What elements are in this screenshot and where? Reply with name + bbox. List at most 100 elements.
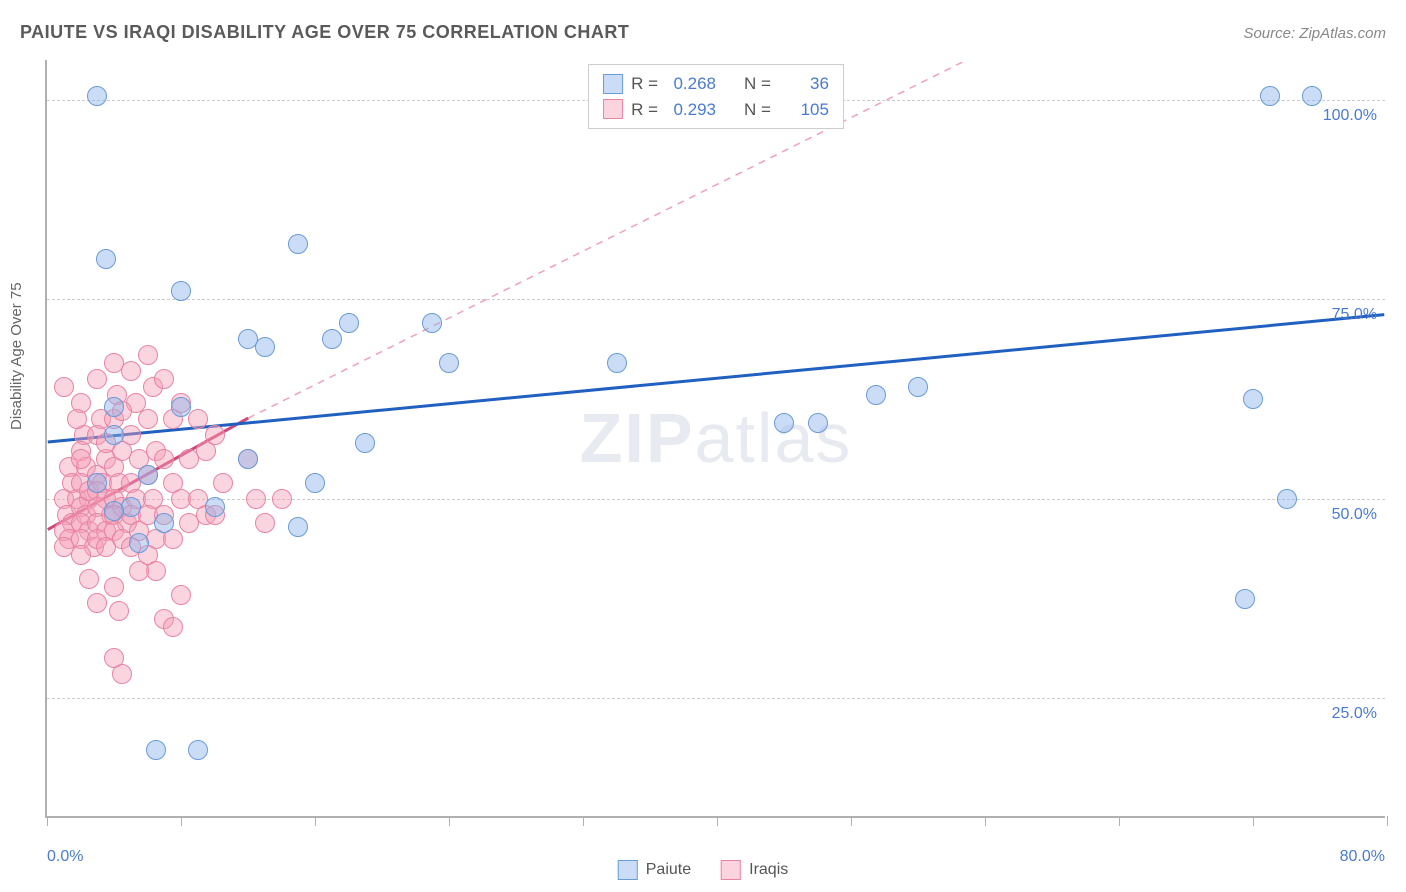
iraqis-marker <box>138 345 158 365</box>
n-label: N = <box>744 97 771 123</box>
paiute-marker <box>138 465 158 485</box>
paiute-marker <box>129 533 149 553</box>
paiute-marker <box>171 397 191 417</box>
x-tick <box>851 816 852 826</box>
iraqis-marker <box>87 369 107 389</box>
x-tick <box>1119 816 1120 826</box>
r-label: R = <box>631 97 658 123</box>
trend-lines-layer <box>47 60 1385 816</box>
paiute-marker <box>104 501 124 521</box>
x-tick <box>717 816 718 826</box>
legend-label-paiute: Paiute <box>646 861 691 879</box>
iraqis-marker <box>138 409 158 429</box>
paiute-marker <box>607 353 627 373</box>
iraqis-marker <box>205 425 225 445</box>
iraqis-marker <box>112 664 132 684</box>
x-tick <box>985 816 986 826</box>
paiute-marker <box>104 425 124 445</box>
paiute-marker <box>1260 86 1280 106</box>
paiute-marker <box>908 377 928 397</box>
paiute-marker <box>305 473 325 493</box>
n-value-paiute: 36 <box>779 71 829 97</box>
y-tick-label: 50.0% <box>1332 506 1377 524</box>
x-tick <box>315 816 316 826</box>
watermark-text: ZIPatlas <box>580 398 853 478</box>
iraqis-marker <box>171 585 191 605</box>
paiute-marker <box>238 449 258 469</box>
y-axis-title: Disability Age Over 75 <box>8 282 25 430</box>
iraqis-marker <box>246 489 266 509</box>
gridline <box>47 698 1385 699</box>
x-tick <box>47 816 48 826</box>
legend-square-iraqis-bottom <box>721 860 741 880</box>
paiute-marker <box>154 513 174 533</box>
paiute-marker <box>439 353 459 373</box>
paiute-marker <box>1277 489 1297 509</box>
paiute-marker <box>1235 589 1255 609</box>
paiute-marker <box>1243 389 1263 409</box>
iraqis-marker <box>163 617 183 637</box>
paiute-marker <box>339 313 359 333</box>
paiute-marker <box>288 517 308 537</box>
legend-item-iraqis: Iraqis <box>721 860 788 880</box>
x-tick <box>449 816 450 826</box>
paiute-marker <box>1302 86 1322 106</box>
series-legend: Paiute Iraqis <box>618 860 789 880</box>
r-label: R = <box>631 71 658 97</box>
iraqis-marker <box>121 361 141 381</box>
iraqis-marker <box>129 561 149 581</box>
paiute-marker <box>171 281 191 301</box>
paiute-marker <box>104 397 124 417</box>
legend-square-paiute-bottom <box>618 860 638 880</box>
iraqis-marker <box>79 569 99 589</box>
iraqis-marker <box>54 377 74 397</box>
scatter-chart: ZIPatlas R = 0.268 N = 36 R = 0.293 N = … <box>45 60 1385 818</box>
n-label: N = <box>744 71 771 97</box>
legend-square-iraqis <box>603 99 623 119</box>
legend-item-paiute: Paiute <box>618 860 691 880</box>
legend-label-iraqis: Iraqis <box>749 861 788 879</box>
paiute-marker <box>205 497 225 517</box>
r-value-iraqis: 0.293 <box>666 97 716 123</box>
iraqis-marker <box>272 489 292 509</box>
paiute-marker <box>87 86 107 106</box>
legend-square-paiute <box>603 74 623 94</box>
legend-row-iraqis: R = 0.293 N = 105 <box>603 97 829 123</box>
iraqis-marker <box>255 513 275 533</box>
chart-header: PAIUTE VS IRAQI DISABILITY AGE OVER 75 C… <box>20 22 1386 43</box>
r-value-paiute: 0.268 <box>666 71 716 97</box>
paiute-marker <box>866 385 886 405</box>
iraqis-marker <box>213 473 233 493</box>
paiute-marker <box>422 313 442 333</box>
x-tick <box>181 816 182 826</box>
y-tick-label: 75.0% <box>1332 306 1377 324</box>
iraqis-marker <box>188 409 208 429</box>
paiute-marker <box>808 413 828 433</box>
paiute-marker <box>355 433 375 453</box>
paiute-marker <box>121 497 141 517</box>
x-tick <box>1253 816 1254 826</box>
source-label: Source: ZipAtlas.com <box>1243 25 1386 42</box>
iraqis-marker <box>71 545 91 565</box>
y-tick-label: 25.0% <box>1332 705 1377 723</box>
paiute-marker <box>96 249 116 269</box>
iraqis-marker <box>87 593 107 613</box>
correlation-legend: R = 0.268 N = 36 R = 0.293 N = 105 <box>588 64 844 129</box>
iraqis-marker <box>154 449 174 469</box>
x-tick <box>583 816 584 826</box>
paiute-marker <box>188 740 208 760</box>
paiute-marker <box>288 234 308 254</box>
iraqis-marker <box>104 577 124 597</box>
iraqis-marker <box>71 449 91 469</box>
iraqis-marker <box>67 409 87 429</box>
paiute-marker <box>146 740 166 760</box>
paiute-marker <box>322 329 342 349</box>
legend-row-paiute: R = 0.268 N = 36 <box>603 71 829 97</box>
n-value-iraqis: 105 <box>779 97 829 123</box>
gridline <box>47 299 1385 300</box>
x-tick-label: 80.0% <box>1340 848 1385 866</box>
x-tick <box>1387 816 1388 826</box>
iraqis-marker <box>154 369 174 389</box>
chart-title: PAIUTE VS IRAQI DISABILITY AGE OVER 75 C… <box>20 22 629 43</box>
iraqis-marker <box>109 601 129 621</box>
